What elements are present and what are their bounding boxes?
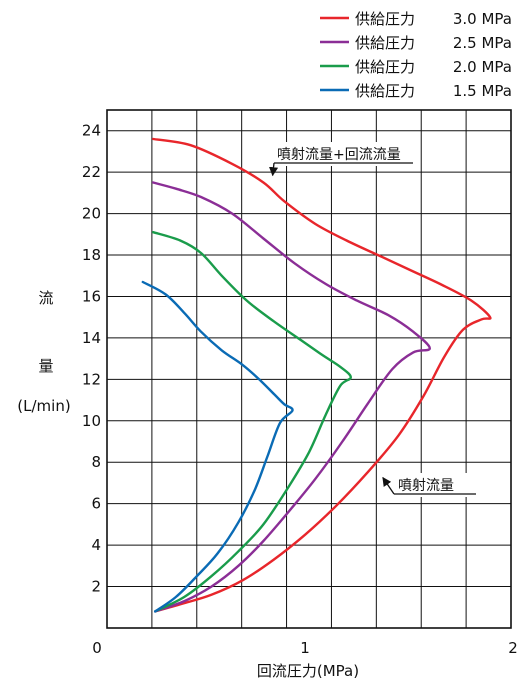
plot-frame (106, 109, 512, 629)
legend-label: 供給圧力 (355, 58, 415, 76)
x-axis-ticks: 0 1 2 (92, 639, 518, 657)
y-tick-label: 12 (82, 370, 101, 388)
x-axis-label: 回流圧力(MPa) (257, 662, 359, 680)
x-tick-label: 1 (300, 639, 310, 657)
legend-label: 供給圧力 (355, 82, 415, 100)
legend-label: 供給圧力 (355, 10, 415, 28)
legend-pressure: 2.0 MPa (453, 58, 512, 76)
y-axis-label-volume: 量 (38, 357, 53, 375)
annotation-arrow (269, 162, 279, 177)
legend: 供給圧力 3.0 MPa 供給圧力 2.5 MPa 供給圧力 2.0 MPa 供給圧力 1.5… (320, 10, 512, 100)
legend-label: 供給圧力 (355, 34, 415, 52)
annotation-arrow (382, 476, 395, 495)
series-line (152, 231, 352, 613)
y-tick-label: 20 (82, 205, 101, 223)
y-tick-label: 2 (91, 578, 101, 596)
y-tick-label: 22 (82, 163, 101, 181)
y-tick-label: 8 (91, 453, 101, 471)
annotation-bg (274, 142, 413, 166)
y-tick-label: 16 (82, 287, 101, 305)
y-tick-label: 4 (91, 536, 101, 554)
y-axis-label-flow: 流 (38, 289, 53, 307)
annotation-injection-flow: 噴射流量 (398, 478, 454, 494)
legend-pressure: 1.5 MPa (453, 82, 512, 100)
curves (141, 137, 492, 613)
y-tick-label: 6 (91, 495, 101, 513)
y-tick-label: 14 (82, 329, 101, 347)
legend-pressure: 3.0 MPa (453, 10, 512, 28)
series-line (152, 181, 431, 613)
grid (107, 110, 511, 628)
y-axis-label-unit: (L/min) (17, 397, 70, 415)
series-line (152, 137, 492, 613)
legend-pressure: 2.5 MPa (453, 34, 512, 52)
annotation-bg (394, 473, 476, 497)
series-line (141, 280, 294, 613)
x-tick-label: 0 (92, 639, 102, 657)
y-tick-label: 24 (82, 122, 101, 140)
annotation-total-flow: 噴射流量+回流流量 (277, 147, 401, 163)
y-tick-label: 10 (82, 412, 101, 430)
x-tick-label: 2 (508, 639, 518, 657)
y-tick-label: 18 (82, 246, 101, 264)
